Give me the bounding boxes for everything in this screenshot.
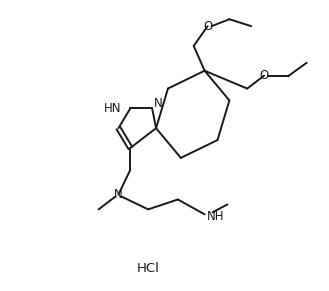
Text: HN: HN (104, 102, 121, 115)
Text: O: O (259, 69, 269, 82)
Text: NH: NH (207, 210, 224, 223)
Text: N: N (114, 188, 123, 201)
Text: O: O (203, 20, 212, 33)
Text: N: N (154, 97, 163, 110)
Text: HCl: HCl (137, 262, 160, 275)
